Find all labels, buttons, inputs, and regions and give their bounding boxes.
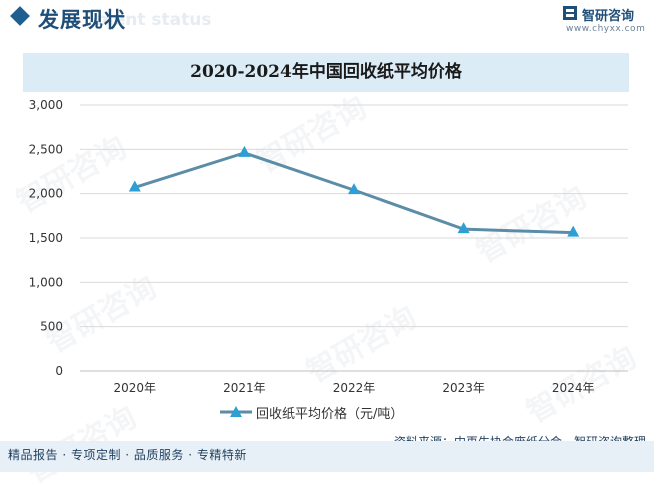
line-chart: 0 500 1,000 1,500 2,000 2,500 3,000 2020年 2021年 2… <box>29 98 628 395</box>
x-tick-label: 2020年 <box>114 381 157 395</box>
x-tick-label: 2022年 <box>333 381 376 395</box>
x-tick-label: 2021年 <box>223 381 266 395</box>
header: ment status 发展现状 智研咨询 www.chyxx.com <box>0 0 654 38</box>
legend-label: 回收纸平均价格（元/吨） <box>256 406 404 422</box>
section-subtitle: ment status <box>96 10 212 30</box>
x-tick-label: 2024年 <box>552 381 595 395</box>
chart-title-band: 2020-2024年中国回收纸平均价格 <box>23 53 629 92</box>
footer-tagline: 精品报告 · 专项定制 · 品质服务 · 专精特新 <box>8 448 247 462</box>
data-point <box>567 225 580 237</box>
logo-name: 智研咨询 <box>582 9 635 24</box>
y-tick-label: 3,000 <box>29 98 63 112</box>
data-point <box>128 180 141 192</box>
legend: 回收纸平均价格（元/吨） <box>220 402 403 422</box>
x-tick-label: 2023年 <box>442 381 485 395</box>
y-tick-label: 2,000 <box>29 187 63 201</box>
logo-icon <box>563 6 577 20</box>
y-tick-label: 500 <box>40 320 63 334</box>
legend-marker-icon <box>220 406 252 417</box>
logo-url: www.chyxx.com <box>566 24 646 34</box>
y-tick-label: 0 <box>55 364 63 378</box>
chart-title: 2020-2024年中国回收纸平均价格 <box>190 62 462 82</box>
data-point <box>238 145 251 157</box>
y-tick-label: 2,500 <box>29 142 63 156</box>
y-tick-label: 1,500 <box>29 231 63 245</box>
section-title: 发展现状 <box>38 8 126 32</box>
data-point <box>457 222 470 234</box>
footer-bar <box>0 441 654 472</box>
y-tick-label: 1,000 <box>29 275 63 289</box>
data-point <box>348 183 360 195</box>
